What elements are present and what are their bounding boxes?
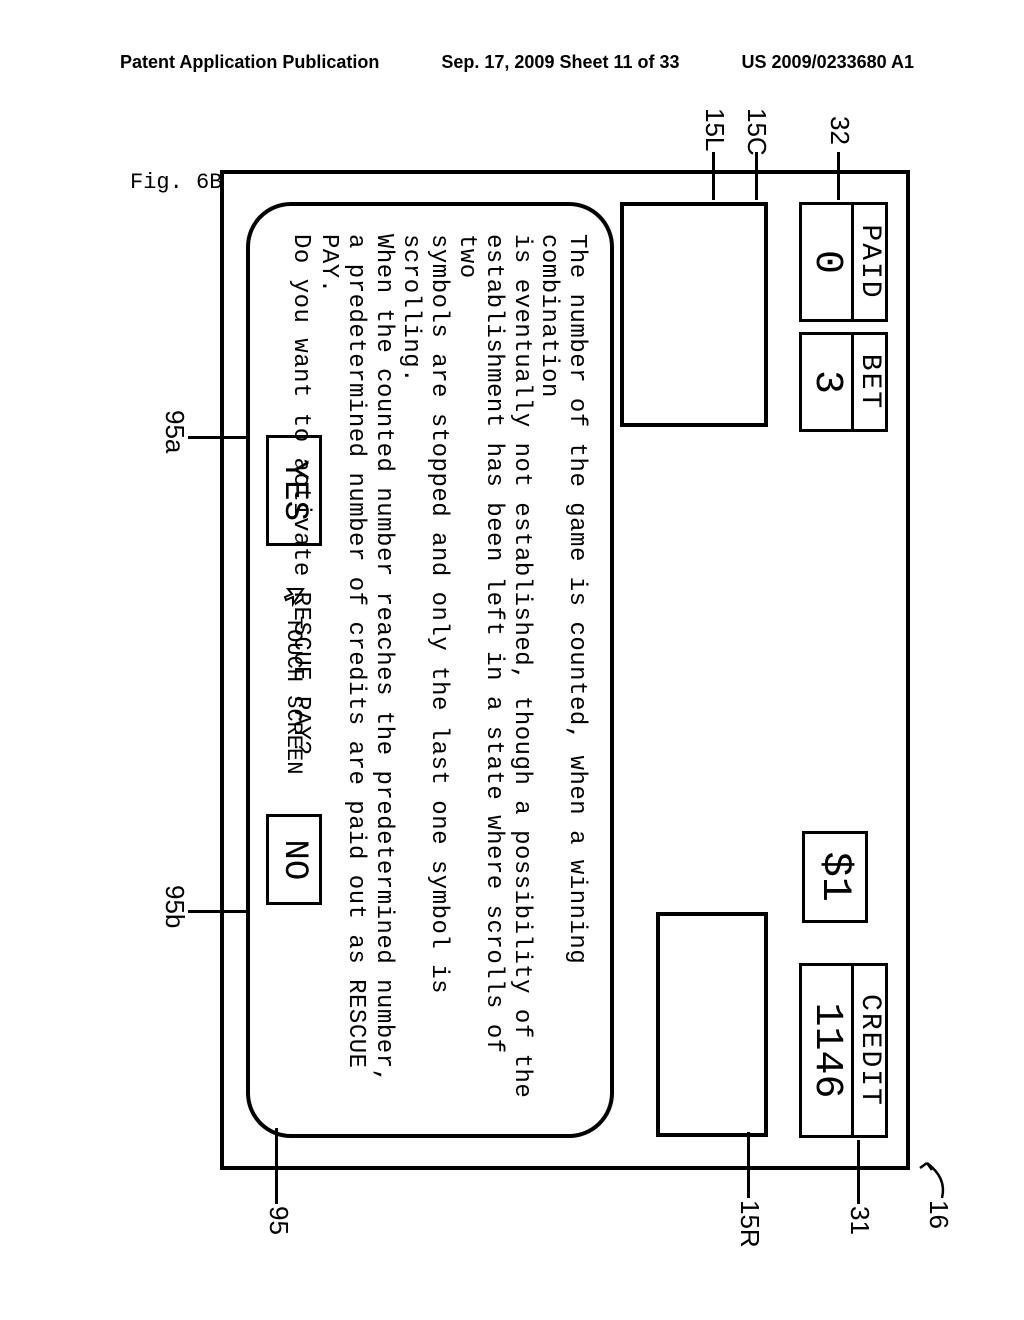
figure-6b: PAID 0 BET 3 $1 CREDIT 1146 The numbe: [0, 170, 910, 860]
dialog-text: The number of the game is counted, when …: [286, 234, 590, 1106]
credit-label: CREDIT: [851, 963, 888, 1138]
ref-95a: 95a: [159, 410, 190, 453]
display-frame: PAID 0 BET 3 $1 CREDIT 1146 The numbe: [220, 170, 910, 1170]
ref-15R: 15R: [734, 1200, 765, 1248]
bet-label: BET: [851, 332, 888, 432]
dialog-line-3: establishment has been left in a state w…: [452, 234, 507, 1106]
dialog-line-5: When the counted number reaches the pred…: [369, 234, 397, 1106]
ref-95-leader: [276, 1128, 279, 1204]
ref-16-leader: [902, 1138, 952, 1208]
ref-95: 95: [263, 1206, 294, 1235]
touch-screen-label: TOUCH SCREEN: [282, 616, 307, 774]
status-row: PAID 0 BET 3 $1 CREDIT 1146: [799, 202, 888, 1138]
ref-31-leader: [858, 1140, 861, 1204]
ref-15L: 15L: [699, 108, 730, 151]
ref-95a-leader: [188, 436, 250, 439]
reel-left: [620, 202, 768, 427]
paid-value: 0: [799, 202, 851, 322]
ref-15C: 15C: [741, 108, 772, 156]
denom-box: $1: [802, 831, 868, 923]
ref-95b: 95b: [159, 885, 190, 928]
paid-stat: PAID 0: [799, 202, 888, 322]
button-row: YES TOUCH SCREEN NO: [266, 206, 322, 1134]
ref-95b-leader: [188, 910, 250, 913]
yes-button[interactable]: YES: [266, 435, 322, 546]
ref-32-leader: [838, 152, 841, 200]
ref-15C-leader: [756, 152, 759, 200]
dialog-line-2: is eventually not established, though a …: [507, 234, 535, 1106]
ref-15L-leader: [713, 152, 716, 200]
bet-stat: BET 3: [799, 332, 888, 432]
reel-right: [656, 912, 768, 1137]
header-center: Sep. 17, 2009 Sheet 11 of 33: [441, 52, 679, 73]
cursor-icon: [282, 586, 306, 610]
page-header: Patent Application Publication Sep. 17, …: [0, 52, 1024, 73]
header-left: Patent Application Publication: [120, 52, 379, 73]
paid-label: PAID: [851, 202, 888, 322]
dialog-line-4: symbols are stopped and only the last on…: [397, 234, 452, 1106]
dialog-line-6: a predetermined number of credits are pa…: [314, 234, 369, 1106]
header-right: US 2009/0233680 A1: [742, 52, 914, 73]
rescue-pay-dialog: The number of the game is counted, when …: [246, 202, 614, 1138]
ref-32: 32: [824, 116, 855, 145]
touch-screen-hint: TOUCH SCREEN: [282, 586, 307, 774]
credit-stat: CREDIT 1146: [799, 963, 888, 1138]
ref-31: 31: [844, 1206, 875, 1235]
credit-value: 1146: [799, 963, 851, 1138]
no-button[interactable]: NO: [266, 814, 322, 905]
reel-row: [620, 202, 768, 1137]
ref-15R-leader: [748, 1132, 751, 1198]
dialog-line-1: The number of the game is counted, when …: [535, 234, 590, 1106]
bet-value: 3: [799, 332, 851, 432]
